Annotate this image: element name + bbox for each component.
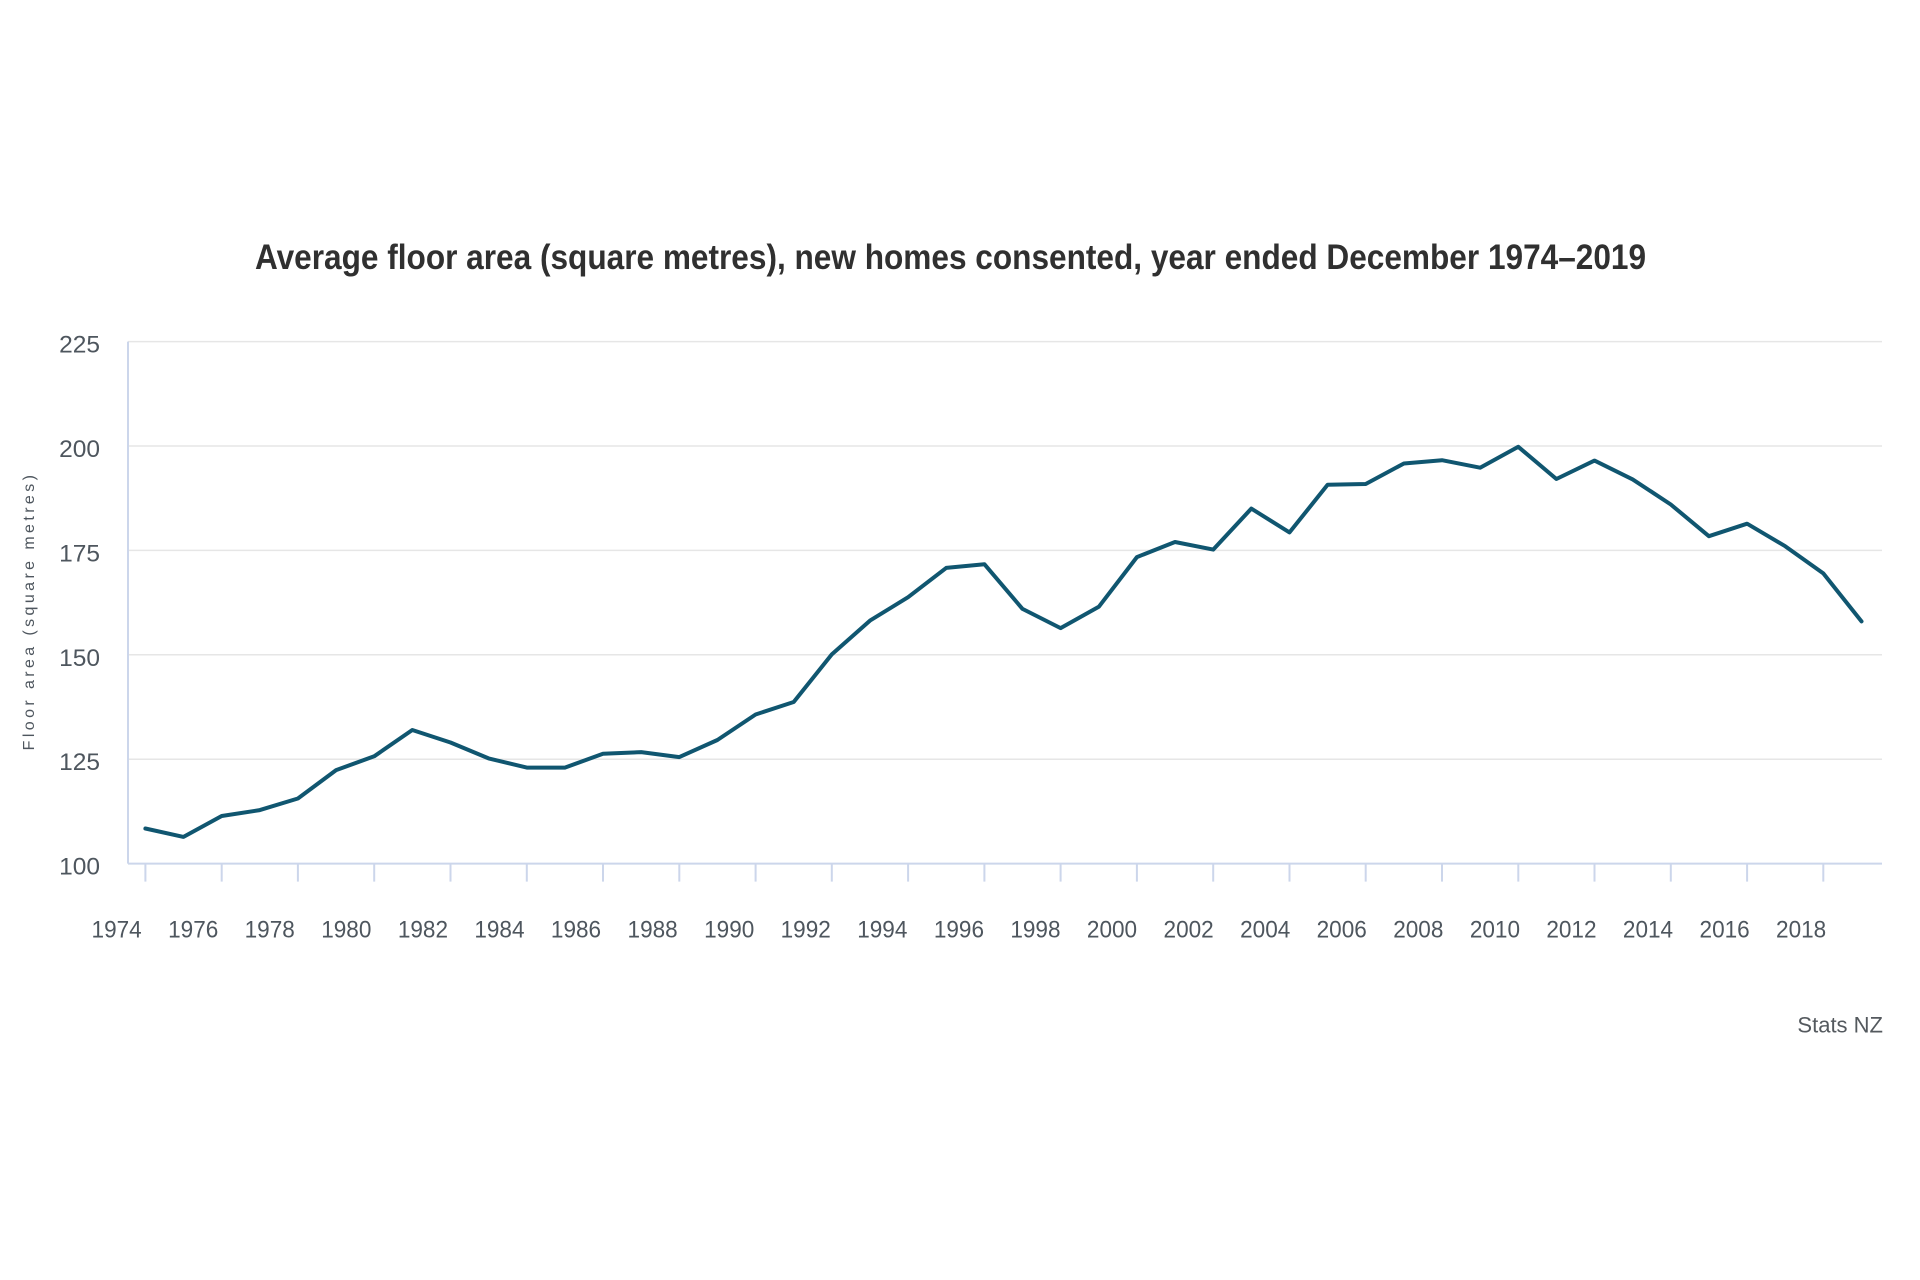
- svg-text:Stats NZ: Stats NZ: [1797, 1013, 1883, 1038]
- svg-text:1984: 1984: [474, 916, 524, 943]
- svg-text:1990: 1990: [704, 916, 754, 943]
- svg-text:175: 175: [59, 540, 100, 567]
- svg-text:Average floor area (square met: Average floor area (square metres), new …: [255, 239, 1646, 278]
- svg-text:1998: 1998: [1010, 916, 1060, 943]
- svg-text:2016: 2016: [1700, 916, 1750, 943]
- svg-text:2008: 2008: [1393, 916, 1443, 943]
- svg-text:2000: 2000: [1087, 916, 1137, 943]
- svg-text:1978: 1978: [245, 916, 295, 943]
- svg-text:1996: 1996: [934, 916, 984, 943]
- svg-text:1982: 1982: [398, 916, 448, 943]
- svg-text:Floor area (square metres): Floor area (square metres): [21, 472, 38, 751]
- svg-text:1986: 1986: [551, 916, 601, 943]
- svg-text:150: 150: [59, 645, 100, 672]
- svg-text:1988: 1988: [628, 916, 678, 943]
- svg-text:125: 125: [59, 749, 100, 776]
- svg-text:200: 200: [59, 436, 100, 463]
- svg-text:1980: 1980: [321, 916, 371, 943]
- svg-text:2002: 2002: [1164, 916, 1214, 943]
- svg-text:2014: 2014: [1623, 916, 1673, 943]
- svg-text:225: 225: [59, 332, 100, 359]
- svg-text:2018: 2018: [1776, 916, 1826, 943]
- svg-text:2010: 2010: [1470, 916, 1520, 943]
- svg-text:2012: 2012: [1546, 916, 1596, 943]
- svg-text:100: 100: [59, 854, 100, 881]
- svg-text:1992: 1992: [781, 916, 831, 943]
- svg-text:1976: 1976: [168, 916, 218, 943]
- svg-text:1994: 1994: [857, 916, 907, 943]
- svg-text:1974: 1974: [92, 916, 142, 943]
- svg-text:2004: 2004: [1240, 916, 1290, 943]
- svg-text:2006: 2006: [1317, 916, 1367, 943]
